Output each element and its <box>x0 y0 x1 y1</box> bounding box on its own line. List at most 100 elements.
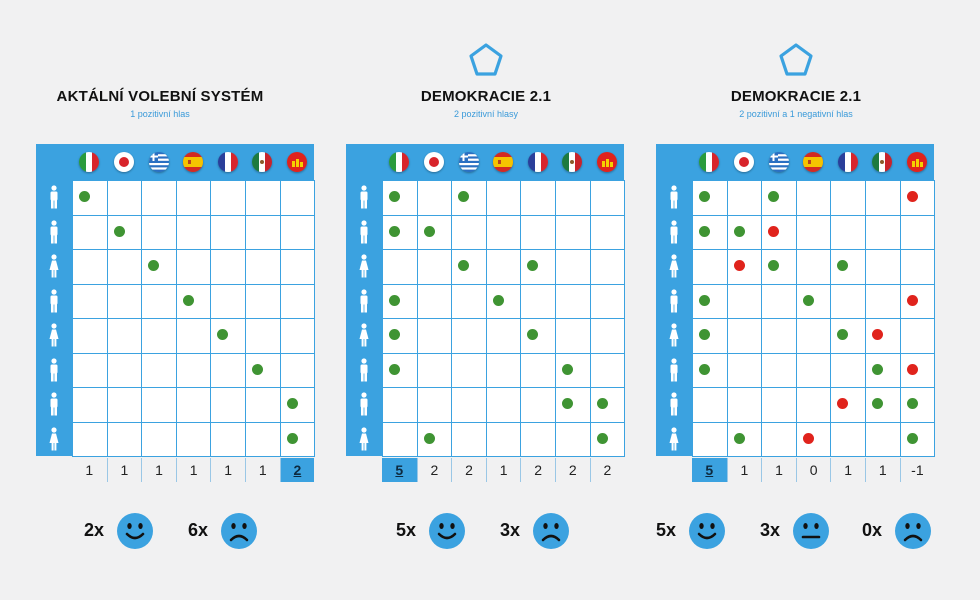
flag-header-bar <box>36 144 315 180</box>
grid-cell <box>245 421 281 457</box>
male-voter-icon <box>357 185 371 209</box>
grid-cell <box>485 318 522 354</box>
satisfaction-result: 2x <box>84 512 174 552</box>
spain-flag-icon <box>803 152 824 172</box>
grid-cell <box>245 387 281 423</box>
panel-democracy-positive: DEMOKRACIE 2.1 2 pozitivní hlasy 5 2 2 1 2 2 2 5x… <box>326 0 646 600</box>
grid-cell <box>106 283 143 319</box>
positive-vote-dot <box>79 191 90 202</box>
grid-cell <box>589 318 626 354</box>
grid-cell <box>72 249 108 285</box>
positive-vote-dot <box>596 432 608 444</box>
grid-cell <box>761 283 797 319</box>
grid-cell <box>692 421 728 457</box>
grid-cell <box>451 318 487 354</box>
positive-vote-dot <box>423 225 435 237</box>
grid-cell <box>795 318 832 354</box>
grid-cell <box>485 180 522 216</box>
grid-cells <box>692 180 936 457</box>
grid-cell <box>279 352 316 388</box>
grid-cell <box>106 180 143 216</box>
flag-header-bar <box>656 144 935 180</box>
column-total: 2 <box>451 458 486 482</box>
grid-cell <box>106 352 143 388</box>
column-total: 1 <box>141 458 176 482</box>
grid-cell <box>830 180 866 216</box>
positive-vote-dot <box>906 432 918 444</box>
positive-vote-dot <box>837 329 849 340</box>
totals-row: 5 1 1 0 1 1 -1 <box>692 458 934 482</box>
male-voter-icon <box>357 220 371 244</box>
grid-cell <box>175 318 212 354</box>
column-total: 1 <box>485 458 521 482</box>
panel-current-system: AKTÁLNÍ VOLEBNÍ SYSTÉM 1 pozitivní hlas 1 1… <box>0 0 320 600</box>
grid-cell <box>520 421 556 457</box>
grid-cell <box>830 421 866 457</box>
grid-cell <box>795 352 832 388</box>
positive-vote-dot <box>217 329 229 340</box>
grid-cell <box>451 180 487 216</box>
grid-cell <box>175 214 212 250</box>
grid-cell <box>726 283 763 319</box>
mexico-flag-icon <box>872 152 893 172</box>
grid-cell <box>555 283 591 319</box>
grid-cell <box>761 421 797 457</box>
positive-vote-dot <box>837 260 849 271</box>
sad-face-icon <box>894 512 932 550</box>
grid-cell <box>210 283 246 319</box>
grid-cell <box>106 387 143 423</box>
positive-vote-dot <box>768 260 780 271</box>
grid-cell <box>761 180 797 216</box>
grid-cell <box>416 387 453 423</box>
italy-flag-icon <box>389 152 410 172</box>
grid-cell <box>485 249 522 285</box>
positive-vote-dot <box>389 191 400 202</box>
japan-flag-icon <box>423 152 444 172</box>
male-voter-icon <box>357 358 371 382</box>
grid-cell <box>520 318 556 354</box>
positive-vote-dot <box>458 260 470 271</box>
positive-vote-dot <box>148 260 160 271</box>
grid-cell <box>865 249 901 285</box>
positive-vote-dot <box>699 363 710 375</box>
male-voter-icon <box>357 392 371 416</box>
grid-cell <box>141 318 177 354</box>
positive-vote-dot <box>458 191 470 202</box>
grid-cell <box>210 387 246 423</box>
male-voter-icon <box>47 220 61 244</box>
male-voter-icon <box>47 358 61 382</box>
column-total: 0 <box>795 458 831 482</box>
italy-flag-icon <box>699 152 720 172</box>
japan-flag-icon <box>733 152 754 172</box>
grid-cell <box>175 387 212 423</box>
grid-cell <box>589 249 626 285</box>
male-voter-icon <box>47 185 61 209</box>
grid-cell <box>141 214 177 250</box>
satisfaction-result: 3x <box>760 512 850 552</box>
grid-cell <box>210 421 246 457</box>
mexico-flag-icon <box>252 152 273 172</box>
column-total: 1 <box>85 462 94 478</box>
grid-cell <box>245 180 281 216</box>
female-voter-icon <box>357 254 371 278</box>
column-total: 2 <box>520 458 555 482</box>
column-total: 2 <box>416 458 452 482</box>
negative-vote-dot <box>768 225 780 237</box>
grid-cell <box>865 283 901 319</box>
grid-cell <box>899 421 936 457</box>
grid-cell <box>245 318 281 354</box>
negative-vote-dot <box>872 329 883 340</box>
grid-cell <box>692 249 728 285</box>
grid-cell <box>865 214 901 250</box>
grid-cell <box>279 283 316 319</box>
grid-cell <box>382 421 418 457</box>
grid-cell <box>555 214 591 250</box>
greece-flag-icon <box>148 152 169 172</box>
grid-cell <box>451 387 487 423</box>
grid-cell <box>72 387 108 423</box>
grid-cell <box>245 283 281 319</box>
grid-cell <box>899 214 936 250</box>
sad-face-icon <box>532 512 570 550</box>
